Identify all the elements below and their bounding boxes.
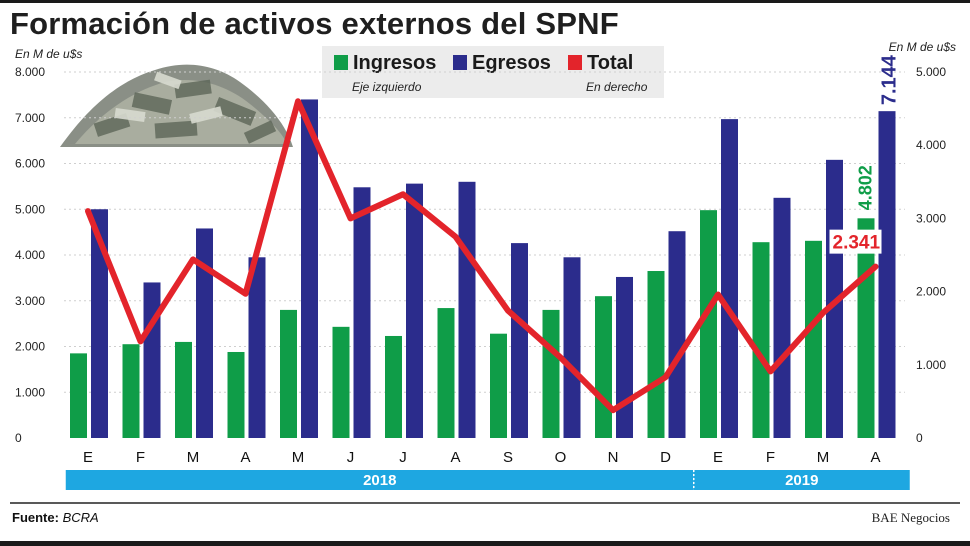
credit: BAE Negocios (871, 510, 950, 525)
source-value: BCRA (62, 510, 99, 525)
year-band-2018 (65, 470, 694, 490)
right-axis-tick-label: 0 (916, 431, 923, 445)
bar-ingresos-2 (175, 341, 192, 438)
legend-label-ingresos: Ingresos (353, 52, 437, 74)
left-axis-tick-label: 6.000 (15, 157, 45, 171)
right-axis-tick-label: 4.000 (916, 138, 946, 152)
bar-egresos-4 (301, 99, 318, 438)
x-tick-label: S (503, 449, 513, 466)
year-band-2019 (693, 470, 910, 490)
left-axis-tick-label: 5.000 (15, 202, 45, 216)
right-axis-unit: En M de u$s (888, 40, 956, 54)
bar-egresos-7 (458, 181, 476, 439)
data-label-total: 2.341 (833, 233, 881, 254)
data-label-total-bg (829, 229, 882, 254)
bar-egresos-6 (406, 183, 423, 438)
bar-ingresos-8 (490, 333, 507, 438)
left-axis-unit: En M de u$s (15, 47, 83, 61)
bar-egresos-3 (248, 257, 266, 438)
x-tick-label: M (292, 449, 305, 466)
year-label-2019: 2019 (785, 472, 818, 489)
x-tick-label: J (399, 449, 407, 466)
bar-ingresos-14 (805, 240, 822, 438)
bar-ingresos-4 (280, 309, 297, 438)
bar-egresos-10 (616, 276, 633, 438)
bar-ingresos-10 (595, 296, 612, 438)
bar-ingresos-11 (647, 271, 665, 438)
chart-title: Formación de activos externos del SPNF (10, 6, 619, 41)
bar-egresos-13 (773, 197, 791, 438)
legend-item-total: Total (568, 52, 633, 75)
x-tick-label: D (660, 449, 671, 466)
x-tick-label: A (240, 449, 250, 466)
legend-swatch-ingresos (334, 55, 348, 70)
source-line: Fuente: BCRA (12, 510, 99, 525)
bar-egresos-11 (668, 231, 686, 438)
bar-egresos-15 (878, 111, 896, 439)
bar-ingresos-13 (752, 242, 770, 438)
right-axis-tick-label: 5.000 (916, 65, 946, 79)
x-tick-label: E (713, 449, 723, 466)
left-axis-tick-label: 4.000 (15, 248, 45, 262)
bar-egresos-1 (143, 282, 161, 438)
bar-ingresos-3 (227, 351, 245, 438)
bar-egresos-0 (91, 209, 108, 438)
data-label-egresos: 7.144 (879, 54, 901, 105)
x-tick-label: E (83, 449, 93, 466)
x-tick-label: A (450, 449, 460, 466)
bar-ingresos-7 (437, 308, 455, 438)
right-axis-tick-label: 3.000 (916, 211, 946, 225)
right-axis-tick-label: 1.000 (916, 358, 946, 372)
bar-egresos-12 (721, 119, 738, 438)
left-axis-tick-label: 0 (15, 431, 22, 445)
legend-swatch-egresos (453, 55, 467, 70)
bar-ingresos-0 (70, 353, 87, 438)
bar-ingresos-1 (122, 344, 140, 438)
legend-item-ingresos: Ingresos (334, 52, 436, 75)
left-axis-tick-label: 8.000 (15, 65, 45, 79)
left-axis-tick-label: 1.000 (15, 385, 45, 399)
bar-ingresos-12 (700, 210, 717, 438)
year-label-2018: 2018 (363, 472, 396, 489)
right-axis-tick-label: 2.000 (916, 285, 946, 299)
legend-swatch-total (568, 55, 582, 70)
bar-egresos-9 (563, 257, 581, 438)
bar-egresos-8 (511, 243, 528, 438)
data-label-ingresos: 4.802 (856, 165, 876, 210)
left-axis-tick-label: 2.000 (15, 340, 45, 354)
bar-egresos-5 (353, 187, 371, 438)
x-tick-label: F (136, 449, 145, 466)
bar-ingresos-5 (332, 326, 350, 438)
legend-label-egresos: Egresos (472, 52, 551, 74)
source-label: Fuente: (12, 510, 59, 525)
bar-egresos-2 (196, 228, 213, 438)
x-tick-label: F (766, 449, 775, 466)
x-tick-label: M (187, 449, 200, 466)
bar-ingresos-6 (385, 335, 402, 438)
left-axis-tick-label: 7.000 (15, 111, 45, 125)
legend-note-left-axis: Eje izquierdo (352, 80, 422, 94)
x-tick-label: O (555, 449, 567, 466)
line-total (85, 98, 879, 414)
legend-item-egresos: Egresos (453, 52, 551, 75)
money-pile-illustration (60, 64, 293, 147)
x-tick-label: J (347, 449, 355, 466)
x-tick-label: M (817, 449, 830, 466)
x-tick-label: A (870, 449, 880, 466)
bar-ingresos-9 (542, 309, 560, 438)
legend-note-right-axis: En derecho (586, 80, 648, 94)
left-axis-tick-label: 3.000 (15, 294, 45, 308)
x-tick-label: N (608, 449, 619, 466)
legend-label-total: Total (587, 52, 634, 74)
